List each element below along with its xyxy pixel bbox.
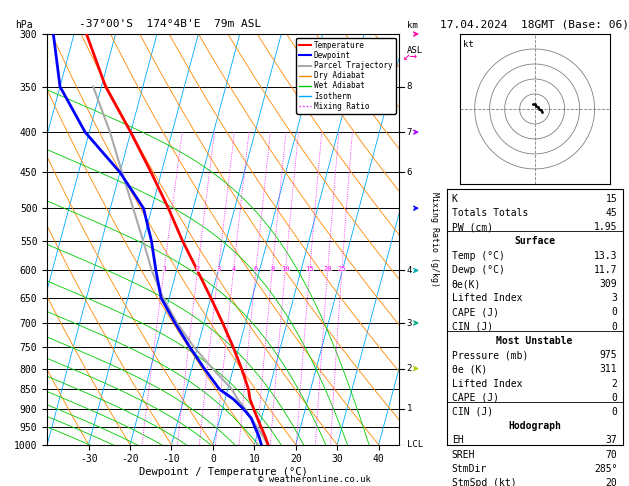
Text: StmSpd (kt): StmSpd (kt)	[452, 478, 516, 486]
Text: Totals Totals: Totals Totals	[452, 208, 528, 218]
Text: 311: 311	[600, 364, 618, 374]
Text: StmDir: StmDir	[452, 464, 487, 474]
Text: Most Unstable: Most Unstable	[496, 336, 573, 346]
Text: 1: 1	[407, 404, 412, 413]
Text: K: K	[452, 194, 458, 204]
Text: CIN (J): CIN (J)	[452, 407, 493, 417]
Text: 2: 2	[611, 379, 618, 388]
Text: 6: 6	[407, 168, 412, 177]
Text: 0: 0	[611, 393, 618, 403]
Text: 4: 4	[231, 266, 236, 272]
Text: 25: 25	[338, 266, 346, 272]
Text: 0: 0	[611, 322, 618, 331]
Text: Dewp (°C): Dewp (°C)	[452, 265, 504, 275]
Text: 7: 7	[407, 128, 412, 137]
Text: ↙→: ↙→	[403, 51, 418, 64]
Text: 285°: 285°	[594, 464, 618, 474]
Text: 13.3: 13.3	[594, 251, 618, 260]
Text: 70: 70	[606, 450, 618, 460]
Text: Temp (°C): Temp (°C)	[452, 251, 504, 260]
Text: PW (cm): PW (cm)	[452, 222, 493, 232]
Text: Pressure (mb): Pressure (mb)	[452, 350, 528, 360]
Text: 15: 15	[306, 266, 314, 272]
Text: 15: 15	[606, 194, 618, 204]
Text: CIN (J): CIN (J)	[452, 322, 493, 331]
Text: kt: kt	[463, 40, 474, 49]
Text: 3: 3	[611, 293, 618, 303]
Text: SREH: SREH	[452, 450, 476, 460]
Text: θe (K): θe (K)	[452, 364, 487, 374]
Text: 0: 0	[611, 308, 618, 317]
Text: ASL: ASL	[407, 46, 423, 55]
Text: 309: 309	[600, 279, 618, 289]
Text: EH: EH	[452, 435, 464, 446]
Text: 3: 3	[216, 266, 221, 272]
Text: 4: 4	[407, 266, 412, 275]
Text: 1.95: 1.95	[594, 222, 618, 232]
X-axis label: Dewpoint / Temperature (°C): Dewpoint / Temperature (°C)	[139, 467, 308, 477]
Text: 3: 3	[407, 318, 412, 328]
Text: 20: 20	[323, 266, 332, 272]
Text: 17.04.2024  18GMT (Base: 06): 17.04.2024 18GMT (Base: 06)	[440, 19, 629, 29]
Text: Mixing Ratio (g/kg): Mixing Ratio (g/kg)	[430, 192, 438, 287]
Text: 8: 8	[270, 266, 274, 272]
Text: Lifted Index: Lifted Index	[452, 293, 522, 303]
Text: km: km	[407, 21, 418, 30]
Text: CAPE (J): CAPE (J)	[452, 393, 499, 403]
Text: CAPE (J): CAPE (J)	[452, 308, 499, 317]
Text: hPa: hPa	[16, 20, 33, 30]
Text: © weatheronline.co.uk: © weatheronline.co.uk	[258, 474, 371, 484]
Text: Surface: Surface	[514, 236, 555, 246]
Text: θe(K): θe(K)	[452, 279, 481, 289]
Text: 37: 37	[606, 435, 618, 446]
Text: 8: 8	[407, 82, 412, 91]
Text: 1: 1	[162, 266, 166, 272]
Text: 11.7: 11.7	[594, 265, 618, 275]
Text: Hodograph: Hodograph	[508, 421, 561, 431]
Text: LCL: LCL	[407, 440, 423, 449]
Text: 10: 10	[281, 266, 289, 272]
Text: 2: 2	[196, 266, 200, 272]
Text: -37°00'S  174°4B'E  79m ASL: -37°00'S 174°4B'E 79m ASL	[79, 19, 262, 29]
Text: 975: 975	[600, 350, 618, 360]
Legend: Temperature, Dewpoint, Parcel Trajectory, Dry Adiabat, Wet Adiabat, Isotherm, Mi: Temperature, Dewpoint, Parcel Trajectory…	[296, 38, 396, 114]
Text: 0: 0	[611, 407, 618, 417]
Text: 6: 6	[254, 266, 258, 272]
Text: 20: 20	[606, 478, 618, 486]
Text: 2: 2	[407, 364, 412, 373]
Text: 45: 45	[606, 208, 618, 218]
Text: Lifted Index: Lifted Index	[452, 379, 522, 388]
